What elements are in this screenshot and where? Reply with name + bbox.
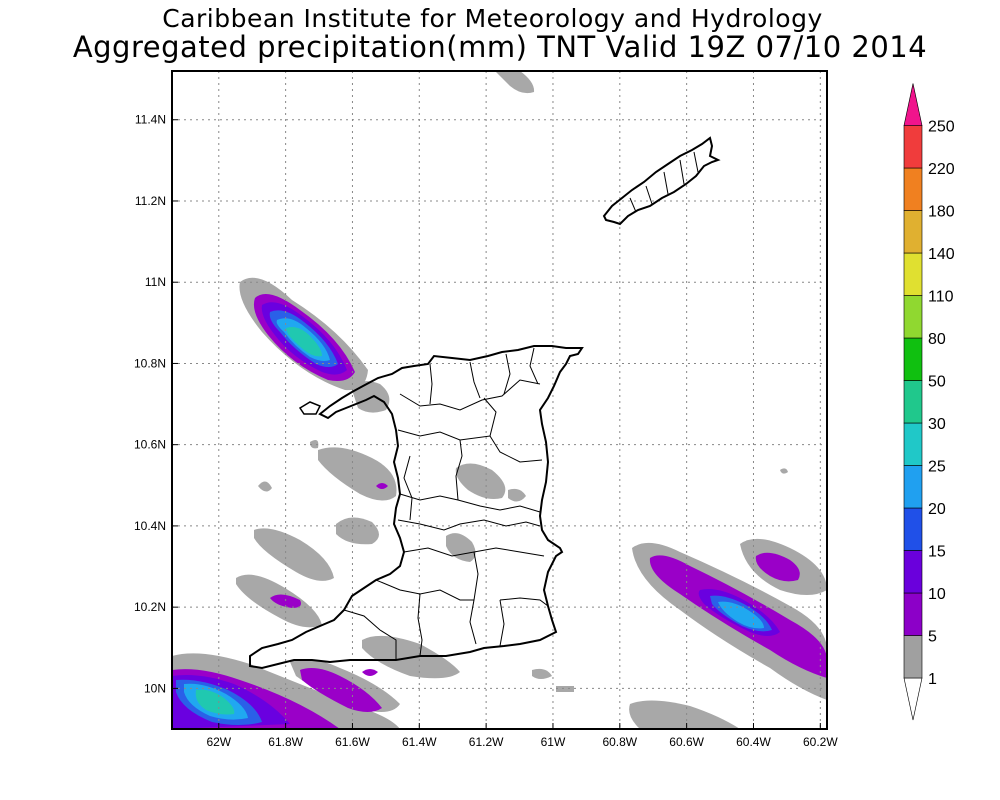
colorbar-label: 250 [928,119,955,136]
lon-tick-label: 60.4W [736,735,771,749]
lat-tick-label: 10.2N [134,600,166,614]
colorbar-label: 10 [928,586,946,603]
lat-tick-label: 11.4N [135,113,166,127]
colorbar-segment [903,252,923,296]
coastline [602,136,721,226]
precip-area [376,483,388,489]
colorbar-label: 30 [928,416,946,433]
colorbar-label: 180 [928,204,955,221]
lon-tick-label: 60.8W [602,735,637,749]
colorbar-label: 220 [928,161,955,178]
precip-cell-southwest [172,653,400,729]
colorbar-segment [903,337,923,381]
precip-area [270,594,301,608]
lat-tick-label: 10.6N [134,438,166,452]
colorbar-label: 110 [928,289,954,306]
colorbar-segment [903,465,923,509]
colorbar-segment [903,210,923,254]
colorbar-segment [903,592,923,636]
colorbar-segment [903,295,923,339]
colorbar-label: 20 [928,501,946,518]
county-boundaries [343,347,549,660]
colorbar-segment [903,167,923,211]
colorbar-segment [903,125,923,169]
gridlines [172,71,827,729]
parish-boundaries [629,151,699,213]
colorbar-label: 5 [928,629,937,646]
lat-tick-label: 10.8N [134,356,166,370]
colorbar-segment [903,677,923,721]
lat-tick-label: 10.4N [134,519,166,533]
tobago-island [602,136,721,226]
lon-tick-label: 60.2W [803,735,838,749]
lon-tick-label: 61.8W [268,735,303,749]
coastline [249,345,584,670]
colorbar-segment [903,635,923,679]
colorbar-segment [903,550,923,594]
colorbar-label: 140 [928,246,955,263]
colorbar-label: 50 [928,374,946,391]
lat-tick-label: 11N [145,275,166,289]
colorbar-label: 80 [928,331,946,348]
colorbar-segment [903,380,923,424]
colorbar-label: 25 [928,459,946,476]
plot-frame [171,70,828,730]
title-line-1: Caribbean Institute for Meteorology and … [162,4,823,33]
lon-tick-label: 61.4W [402,735,437,749]
precip-area [362,669,378,676]
colorbar-segment [903,422,923,466]
colorbar-label: 1 [928,671,937,688]
precip-cell-southeast [632,538,827,700]
longitude-axis: 62W 61.8W 61.6W 61.4W 61.2W 61W 60.8W 60.6W 60.4… [206,723,838,749]
lon-tick-label: 61.6W [335,735,370,749]
lon-tick-label: 61.2W [469,735,504,749]
island-small [298,401,322,415]
lon-tick-label: 60.6W [669,735,704,749]
lon-tick-label: 61W [541,735,566,749]
colorbar-segment [903,83,923,126]
latitude-axis: 11.4N 11.2N 11N 10.8N 10.6N 10.4N 10.2N 10N [134,113,178,695]
lat-tick-label: 10N [144,681,166,695]
lat-tick-label: 11.2N [135,194,166,208]
precip-cell-northwest [239,277,368,391]
precipitation-field [172,71,827,729]
trinidad-island [249,345,584,670]
colorbar-segment [903,507,923,551]
lon-tick-label: 62W [206,735,231,749]
title-line-2: Aggregated precipitation(mm) TNT Valid 1… [72,30,928,64]
colorbar-label: 15 [928,544,946,561]
precip-area [495,71,535,94]
